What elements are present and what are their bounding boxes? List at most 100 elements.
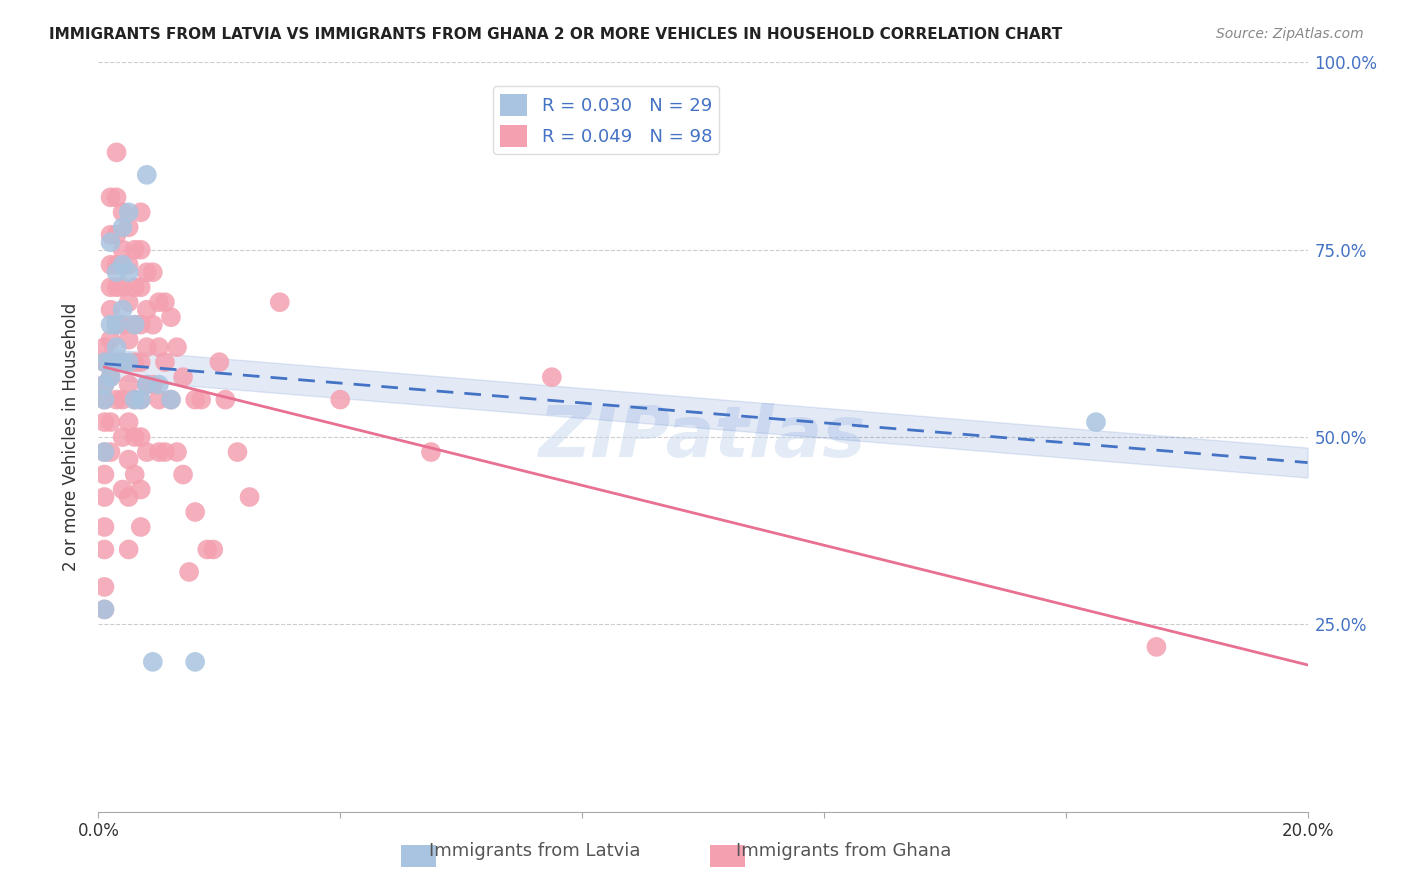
Immigrants from Latvia [111,355,134,369]
Immigrants from Ghana [172,467,194,482]
Immigrants from Ghana [105,318,128,332]
Immigrants from Ghana [93,520,115,534]
Immigrants from Ghana [100,445,122,459]
Immigrants from Latvia [111,220,134,235]
Immigrants from Ghana [105,392,128,407]
Immigrants from Ghana [124,467,146,482]
Immigrants from Latvia [135,377,157,392]
Immigrants from Ghana [129,483,152,497]
Immigrants from Latvia [135,168,157,182]
Immigrants from Ghana [111,280,134,294]
Immigrants from Ghana [129,355,152,369]
Immigrants from Latvia [148,377,170,392]
Y-axis label: 2 or more Vehicles in Household: 2 or more Vehicles in Household [62,303,80,571]
Immigrants from Latvia [124,318,146,332]
Immigrants from Ghana [166,445,188,459]
Immigrants from Latvia [93,355,115,369]
Immigrants from Ghana [153,355,176,369]
Immigrants from Ghana [135,377,157,392]
Immigrants from Ghana [135,265,157,279]
Immigrants from Latvia [118,355,141,369]
Immigrants from Ghana [118,220,141,235]
Immigrants from Latvia [160,392,183,407]
Immigrants from Latvia [142,655,165,669]
Immigrants from Ghana [105,145,128,160]
Immigrants from Ghana [93,542,115,557]
Immigrants from Ghana [93,392,115,407]
Immigrants from Latvia [105,265,128,279]
Immigrants from Latvia [93,602,115,616]
Immigrants from Ghana [105,227,128,242]
Immigrants from Ghana [105,258,128,272]
Immigrants from Ghana [135,445,157,459]
Immigrants from Ghana [124,430,146,444]
Immigrants from Ghana [93,445,115,459]
Immigrants from Ghana [93,415,115,429]
Immigrants from Latvia [111,258,134,272]
Immigrants from Latvia [118,205,141,219]
Immigrants from Ghana [100,258,122,272]
Immigrants from Ghana [124,355,146,369]
Immigrants from Ghana [135,302,157,317]
Immigrants from Ghana [105,355,128,369]
Immigrants from Ghana [111,355,134,369]
Immigrants from Ghana [118,377,141,392]
Immigrants from Ghana [105,280,128,294]
Immigrants from Ghana [148,445,170,459]
Immigrants from Ghana [100,415,122,429]
Immigrants from Ghana [100,227,122,242]
Text: Immigrants from Latvia: Immigrants from Latvia [429,842,640,860]
Immigrants from Ghana [129,205,152,219]
Immigrants from Ghana [93,355,115,369]
Immigrants from Ghana [100,190,122,204]
Immigrants from Ghana [179,565,201,579]
Immigrants from Ghana [111,243,134,257]
Immigrants from Ghana [118,542,141,557]
Immigrants from Ghana [118,295,141,310]
Immigrants from Ghana [172,370,194,384]
Immigrants from Ghana [100,333,122,347]
Immigrants from Ghana [184,505,207,519]
Immigrants from Ghana [329,392,352,407]
Immigrants from Ghana [148,340,170,354]
Immigrants from Ghana [148,295,170,310]
Immigrants from Ghana [184,392,207,407]
Immigrants from Ghana [129,318,152,332]
Immigrants from Ghana [129,520,152,534]
Immigrants from Ghana [160,392,183,407]
Immigrants from Latvia [111,302,134,317]
Immigrants from Ghana [118,490,141,504]
Immigrants from Ghana [153,445,176,459]
Immigrants from Ghana [129,280,152,294]
Immigrants from Latvia [100,318,122,332]
Immigrants from Ghana [100,280,122,294]
Immigrants from Latvia [93,445,115,459]
Immigrants from Latvia [93,377,115,392]
Immigrants from Ghana [142,318,165,332]
Immigrants from Ghana [100,370,122,384]
Immigrants from Ghana [135,340,157,354]
Immigrants from Latvia [93,392,115,407]
Text: Immigrants from Ghana: Immigrants from Ghana [735,842,952,860]
Immigrants from Ghana [93,377,115,392]
Immigrants from Ghana [129,243,152,257]
Immigrants from Ghana [111,430,134,444]
Immigrants from Ghana [160,310,183,325]
Immigrants from Ghana [111,318,134,332]
Immigrants from Ghana [118,258,141,272]
Immigrants from Latvia [105,318,128,332]
Immigrants from Ghana [540,370,562,384]
Immigrants from Ghana [93,340,115,354]
Legend: R = 0.030   N = 29, R = 0.049   N = 98: R = 0.030 N = 29, R = 0.049 N = 98 [494,87,720,154]
Immigrants from Ghana [208,355,231,369]
Immigrants from Ghana [111,483,134,497]
Immigrants from Ghana [239,490,262,504]
Immigrants from Ghana [111,392,134,407]
Immigrants from Ghana [93,490,115,504]
Immigrants from Ghana [124,392,146,407]
Immigrants from Ghana [142,377,165,392]
Immigrants from Ghana [166,340,188,354]
Immigrants from Ghana [118,333,141,347]
Immigrants from Ghana [105,190,128,204]
Immigrants from Ghana [148,392,170,407]
